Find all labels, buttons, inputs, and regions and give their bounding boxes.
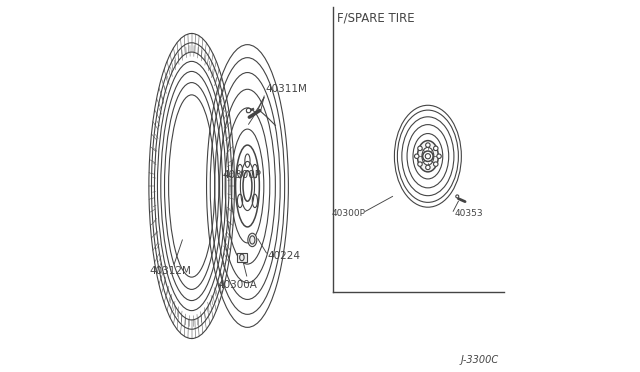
Ellipse shape [422,151,433,161]
Text: 40312M: 40312M [150,266,191,276]
Text: 40311M: 40311M [265,84,307,94]
Ellipse shape [248,233,257,247]
Ellipse shape [433,162,438,166]
Ellipse shape [417,141,438,172]
Text: 40300P: 40300P [223,170,262,180]
Ellipse shape [456,195,459,198]
Ellipse shape [437,154,441,158]
Text: 40300A: 40300A [218,280,258,290]
Ellipse shape [426,143,430,147]
Ellipse shape [418,162,422,166]
Text: 40353: 40353 [454,209,483,218]
Text: F/SPARE TIRE: F/SPARE TIRE [337,11,414,24]
Ellipse shape [246,108,251,113]
Ellipse shape [422,147,434,165]
Polygon shape [237,253,247,262]
Ellipse shape [433,146,438,151]
Text: 40300P: 40300P [332,209,365,218]
Text: 40224: 40224 [267,251,300,261]
Text: J-3300C: J-3300C [460,355,499,365]
Ellipse shape [415,154,419,158]
Ellipse shape [425,154,431,159]
Ellipse shape [418,146,422,151]
Ellipse shape [426,165,430,170]
